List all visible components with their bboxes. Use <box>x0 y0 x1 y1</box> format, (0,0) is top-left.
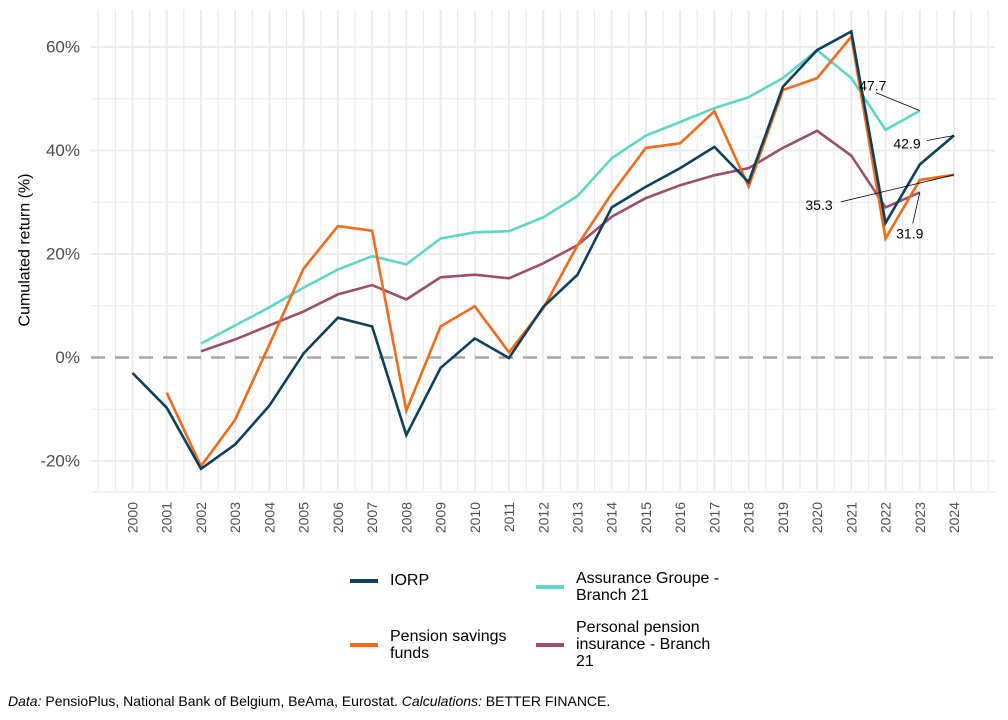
annotation-label: 35.3 <box>805 197 832 213</box>
series-lines <box>131 29 955 471</box>
y-tick-label: 20% <box>46 245 80 264</box>
series-line-personal-pension-insurance-branch-21 <box>200 129 921 353</box>
annotation-leader-line <box>926 135 955 141</box>
legend-swatch-pension-savings-funds <box>350 643 378 647</box>
legend-label-line: Branch 21 <box>576 587 649 604</box>
legend-label-line: funds <box>390 645 430 662</box>
legend-label-line: 21 <box>576 653 594 670</box>
legend-label: IORP <box>390 572 430 589</box>
legend-label-line: Personal pension <box>576 619 700 636</box>
annotation-label: 31.9 <box>896 225 923 241</box>
annotation-leader-line <box>875 92 920 112</box>
legend-swatch-iorp <box>350 578 378 583</box>
caption-calc-text: BETTER FINANCE. <box>481 693 611 709</box>
caption-data-text: PensioPlus, National Bank of Belgium, Be… <box>41 693 402 709</box>
x-tick-label: 2022 <box>878 502 894 533</box>
x-tick-label: 2002 <box>193 502 209 533</box>
annotation-label: 47.7 <box>859 78 886 94</box>
x-tick-label: 2009 <box>433 502 449 533</box>
x-tick-label: 2003 <box>227 502 243 533</box>
y-tick-label: -20% <box>40 452 80 471</box>
legend-label-line: Assurance Groupe - <box>576 570 720 587</box>
series-line-pension-savings-funds <box>165 33 955 469</box>
x-tick-label: 2023 <box>912 502 928 533</box>
legend-item-pension-savings-funds: Pension savings funds <box>350 628 507 662</box>
legend-label-line: insurance - Branch <box>576 636 711 653</box>
x-axis-ticks: 2000 2001 2002 2003 2004 2005 2006 2007 2008 2009… <box>125 502 963 533</box>
x-tick-label: 2013 <box>569 502 585 533</box>
x-tick-label: 2017 <box>706 502 722 533</box>
x-tick-label: 2007 <box>364 502 380 533</box>
x-tick-label: 2014 <box>604 502 620 533</box>
x-tick-label: 2005 <box>296 502 312 533</box>
x-tick-label: 2016 <box>672 502 688 533</box>
x-tick-label: 2020 <box>809 502 825 533</box>
series-line-assurance-groupe-branch-21 <box>200 48 921 345</box>
x-tick-label: 2024 <box>946 502 962 533</box>
x-tick-label: 2019 <box>775 502 791 533</box>
x-tick-label: 2012 <box>535 502 551 533</box>
y-tick-label: 60% <box>46 38 80 57</box>
y-tick-label: 40% <box>46 141 80 160</box>
caption-data-label: Data: <box>8 693 42 709</box>
legend-label-line: Pension savings <box>390 628 507 645</box>
y-tick-label: 0% <box>55 348 80 367</box>
legend-item-iorp: IORP <box>350 572 429 589</box>
x-tick-label: 2018 <box>741 502 757 533</box>
annotation-leader-line <box>912 192 921 224</box>
x-tick-label: 2015 <box>638 502 654 533</box>
x-tick-label: 2010 <box>467 502 483 533</box>
legend-swatch-personal-pension <box>536 642 564 647</box>
x-tick-label: 2004 <box>261 502 277 533</box>
series-line-iorp <box>131 29 955 471</box>
y-axis-ticks: -20% 0% 20% 40% 60% <box>40 38 80 471</box>
annotation-leader-line <box>840 174 955 203</box>
x-tick-label: 2011 <box>501 502 517 532</box>
line-chart: 47.742.935.331.9 -20%0%20%40%60% 2000 200… <box>17 10 995 533</box>
x-tick-label: 2021 <box>843 502 859 533</box>
x-tick-label: 2001 <box>159 502 175 533</box>
legend-label: Assurance Groupe - Branch 21 <box>576 570 719 604</box>
x-tick-label: 2000 <box>125 502 141 533</box>
legend-label: Personal pension insurance - Branch 21 <box>576 619 710 670</box>
legend-swatch-assurance-groupe <box>536 585 564 589</box>
x-tick-label: 2006 <box>330 502 346 533</box>
legend-item-assurance-groupe: Assurance Groupe - Branch 21 <box>536 570 719 604</box>
legend: IORP Assurance Groupe - Branch 21 Pensio… <box>350 566 770 676</box>
annotation-label: 42.9 <box>893 135 920 151</box>
legend-item-personal-pension: Personal pension insurance - Branch 21 <box>536 619 710 670</box>
y-axis-label: Cumulated return (%) <box>17 174 34 327</box>
caption-calc-label: Calculations: <box>401 693 482 709</box>
legend-label: Pension savings funds <box>390 628 507 662</box>
annotations: 47.7 42.9 35.3 31.9 <box>805 78 955 241</box>
x-tick-label: 2008 <box>398 502 414 533</box>
source-caption: Data: PensioPlus, National Bank of Belgi… <box>8 693 610 709</box>
